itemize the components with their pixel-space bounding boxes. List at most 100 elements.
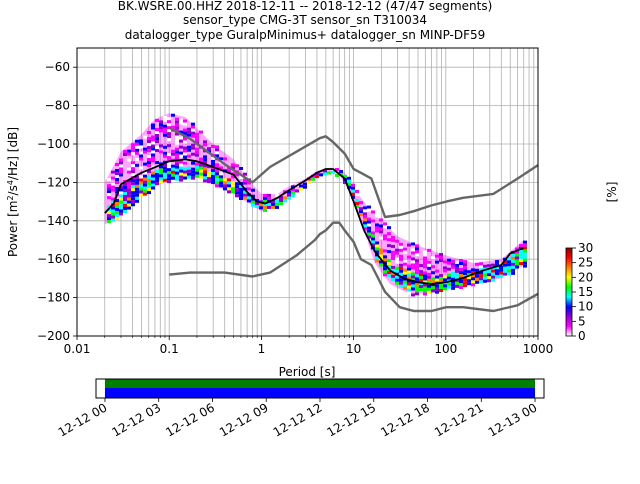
density-cell [239,193,243,197]
density-cell [199,175,203,179]
density-cell [499,271,503,275]
density-cell [215,163,219,167]
density-cell [115,190,119,194]
density-cell [443,287,447,291]
density-cell [443,269,447,273]
density-cell [455,269,459,273]
density-cell [463,281,467,285]
density-cell [191,161,195,165]
density-cell [115,211,119,215]
density-cell [119,206,123,210]
density-cell [243,181,247,185]
density-cell [171,149,175,153]
density-cell [431,277,435,281]
density-cell [419,288,423,292]
density-cell [423,250,427,254]
density-cell [175,123,179,127]
density-cell [147,164,151,168]
density-cell [223,181,227,185]
density-cell [355,192,359,196]
density-cell [451,271,455,275]
density-cell [399,281,403,285]
density-cell [123,203,127,207]
density-cell [507,269,511,273]
density-cell [179,169,183,173]
density-cell [123,152,127,156]
density-cell [475,262,479,266]
density-cell [231,187,235,191]
density-cell [431,271,435,275]
density-cell [139,178,143,182]
density-cell [207,174,211,178]
density-cell [447,276,451,280]
density-cell [151,156,155,160]
density-cell [407,282,411,286]
density-cell [463,272,467,276]
density-cell [187,133,191,137]
density-cell [431,280,435,284]
density-cell [111,188,115,192]
series-line-mean [104,158,525,286]
density-cell [439,283,443,287]
density-cell [131,188,135,192]
density-cell [235,185,239,189]
density-cell [135,142,139,146]
density-cell [363,212,367,216]
density-cell [435,284,439,288]
density-cell [163,172,167,176]
density-cell [487,270,491,274]
density-cell [467,270,471,274]
density-cell [323,169,327,173]
density-cell [275,205,279,209]
density-cell [375,241,379,245]
colorbar-tick-label: 20 [578,270,593,284]
density-cell [247,187,251,191]
density-cell [187,154,191,158]
density-cell [135,175,139,179]
density-cell [351,186,355,190]
density-cell [183,122,187,126]
density-cell [303,182,307,186]
density-cell [335,167,339,171]
density-cell [439,253,443,257]
density-cell [399,245,403,249]
density-cell [411,275,415,279]
density-cell [451,259,455,263]
density-cell [131,179,135,183]
density-cell [459,271,463,275]
density-cell [135,187,139,191]
density-cell [171,167,175,171]
density-cell [159,129,163,133]
density-cell [407,264,411,268]
density-cell [139,145,143,149]
density-cell [235,182,239,186]
density-cell [179,136,183,140]
density-cell [195,165,199,169]
density-cell [135,196,139,200]
density-cell [115,214,119,218]
density-cell [375,214,379,218]
density-cell [151,147,155,151]
density-cell [507,266,511,270]
density-cell [395,275,399,279]
density-cell [419,264,423,268]
density-cell [195,147,199,151]
density-cell [207,171,211,175]
density-cell [135,139,139,143]
density-cell [463,269,467,273]
density-cell [211,174,215,178]
density-cell [123,182,127,186]
y-axis-label: Power [m2/s4/Hz] [dB] [6,127,21,257]
density-cell [159,168,163,172]
density-cell [151,159,155,163]
density-cell [119,170,123,174]
density-cell [267,205,271,209]
chart-title-line-1: BK.WSRE.00.HHZ 2018-12-11 -- 2018-12-12 … [118,0,493,13]
density-cell [223,187,227,191]
density-cell [151,177,155,181]
density-cell [147,185,151,189]
density-cell [379,227,383,231]
density-cell [183,173,187,177]
density-cell [463,284,467,288]
density-cell [139,142,143,146]
